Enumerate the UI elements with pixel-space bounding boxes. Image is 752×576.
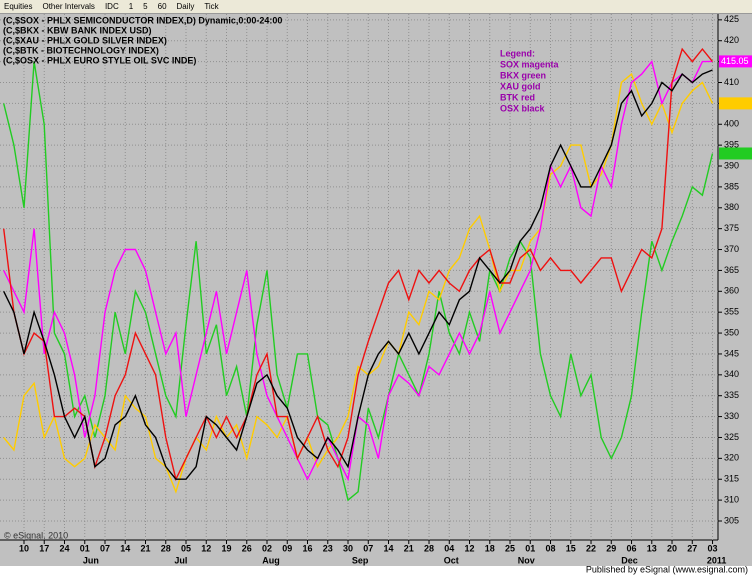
month-label: Jul (174, 555, 187, 565)
y-tick-label: 385 (724, 181, 739, 191)
legend-text: OSX black (500, 103, 546, 113)
month-label: Nov (518, 555, 535, 565)
y-tick-label: 310 (724, 494, 739, 504)
y-tick-label: 420 (724, 35, 739, 45)
x-tick-label: 07 (100, 543, 110, 553)
x-tick-label: 28 (424, 543, 434, 553)
x-tick-label: 07 (363, 543, 373, 553)
toolbar-item[interactable]: 1 (128, 2, 134, 11)
x-tick-label: 14 (384, 543, 394, 553)
x-tick-label: 10 (19, 543, 29, 553)
footer: Published by eSignal (www.esignal.com) (586, 564, 748, 574)
footer-band (0, 566, 752, 576)
x-tick-label: 01 (80, 543, 90, 553)
x-tick-label: 05 (181, 543, 191, 553)
series-line (3, 47, 714, 482)
toolbar-item[interactable]: Tick (204, 2, 219, 11)
series-line (3, 69, 713, 480)
x-tick-label: 28 (161, 543, 171, 553)
last-value-box (719, 97, 752, 110)
x-tick-label: 01 (525, 543, 535, 553)
y-tick-label: 305 (724, 515, 739, 525)
toolbar-item[interactable]: Daily (176, 2, 195, 11)
series-header: (C,$BTK - BIOTECHNOLOGY INDEX) (3, 45, 159, 55)
x-tick-label: 06 (627, 543, 637, 553)
x-tick-label: 30 (343, 543, 353, 553)
x-tick-label: 16 (303, 543, 313, 553)
legend-text: XAU gold (500, 81, 541, 91)
y-tick-label: 380 (724, 202, 739, 212)
legend-text: BTK red (500, 92, 535, 102)
y-tick-label: 340 (724, 369, 739, 379)
legend-text: Legend: (500, 48, 535, 58)
x-tick-label: 21 (404, 543, 414, 553)
series-line (3, 61, 714, 502)
x-tick-label: 09 (282, 543, 292, 553)
x-tick-label: 03 (708, 543, 718, 553)
x-tick-label: 22 (586, 543, 596, 553)
toolbar: Equities Other Intervals IDC 1 5 60 Daily Tick (0, 0, 752, 14)
y-tick-label: 315 (724, 474, 739, 484)
y-tick-label: 365 (724, 265, 739, 275)
x-tick-label: 19 (221, 543, 231, 553)
y-tick-label: 360 (724, 286, 739, 296)
month-label: Jun (83, 555, 99, 565)
y-tick-label: 355 (724, 307, 739, 317)
series-header: (C,$BKX - KBW BANK INDEX USD) (3, 25, 152, 35)
toolbar-item[interactable]: IDC (104, 2, 119, 11)
x-tick-label: 27 (687, 543, 697, 553)
y-tick-label: 410 (724, 77, 739, 87)
y-tick-label: 335 (724, 390, 739, 400)
y-tick-label: 330 (724, 411, 739, 421)
y-tick-label: 425 (724, 14, 739, 24)
x-tick-label: 12 (201, 543, 211, 553)
series-header: (C,$SOX - PHLX SEMICONDUCTOR INDEX,D) Dy… (3, 15, 282, 25)
toolbar-item[interactable]: 5 (143, 2, 148, 11)
x-tick-label: 18 (485, 543, 495, 553)
month-label: Aug (262, 555, 280, 565)
x-tick-label: 17 (39, 543, 49, 553)
x-tick-label: 12 (465, 543, 475, 553)
toolbar-item[interactable]: 60 (157, 2, 167, 11)
y-tick-label: 390 (724, 160, 739, 170)
last-value-box (719, 147, 752, 160)
y-tick-label: 395 (724, 140, 739, 150)
month-label: Oct (444, 555, 459, 565)
y-tick-label: 320 (724, 453, 739, 463)
x-tick-label: 26 (242, 543, 252, 553)
series-header: (C,$XAU - PHLX GOLD SILVER INDEX) (3, 35, 167, 45)
x-tick-label: 21 (140, 543, 150, 553)
last-value-box (719, 55, 752, 68)
series-line (3, 72, 714, 494)
x-tick-label: 08 (546, 543, 556, 553)
y-tick-label: 350 (724, 327, 739, 337)
legend-text: SOX magenta (500, 59, 560, 69)
x-tick-label: 04 (444, 543, 454, 553)
month-label: Sep (352, 555, 369, 565)
month-label: Dec (621, 555, 638, 565)
y-tick-label: 400 (724, 119, 739, 129)
y-tick-label: 325 (724, 432, 739, 442)
month-label: 2011 (707, 555, 727, 565)
last-value-label: 415.05 (721, 56, 749, 66)
y-tick-label: 345 (724, 348, 739, 358)
x-tick-label: 20 (667, 543, 677, 553)
x-tick-label: 15 (566, 543, 576, 553)
x-tick-label: 25 (505, 543, 515, 553)
y-tick-label: 370 (724, 244, 739, 254)
series-header: (C,$OSX - PHLX EURO STYLE OIL SVC INDE) (3, 55, 196, 65)
y-tick-label: 375 (724, 223, 739, 233)
x-tick-label: 23 (323, 543, 333, 553)
copyright: © eSignal, 2010 (4, 530, 68, 540)
x-tick-label: 29 (606, 543, 616, 553)
legend-text: BKX green (500, 70, 546, 80)
chart: 305 310 315 320 325 330 335 340 345 350 355 360 365 3… (0, 14, 752, 576)
x-tick-label: 13 (647, 543, 657, 553)
toolbar-item[interactable]: Equities (4, 2, 33, 11)
toolbar-item[interactable]: Other Intervals (42, 2, 95, 11)
x-tick-label: 14 (120, 543, 130, 553)
x-tick-label: 02 (262, 543, 272, 553)
x-tick-label: 24 (59, 543, 69, 553)
